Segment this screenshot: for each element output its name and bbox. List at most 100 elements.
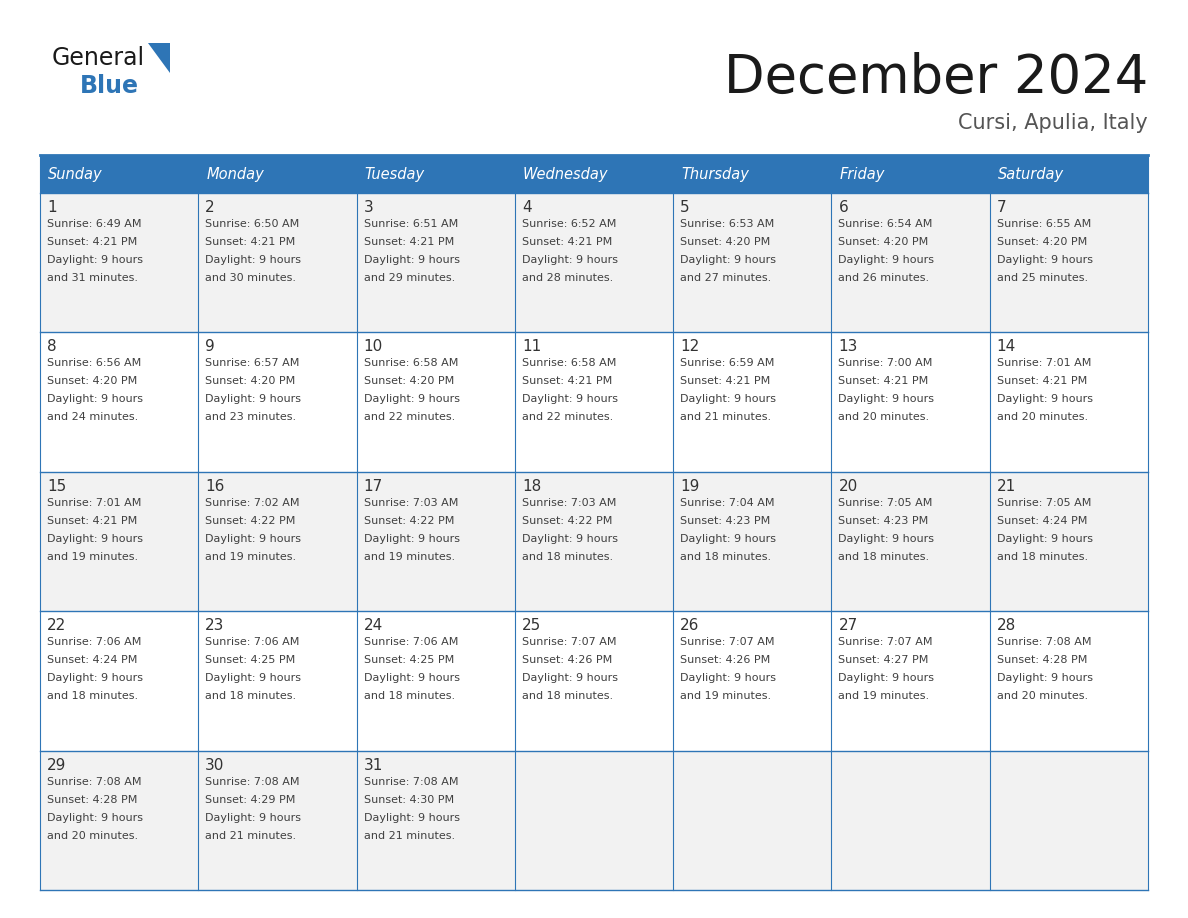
Text: Sunset: 4:21 PM: Sunset: 4:21 PM <box>48 237 138 247</box>
Text: Sunrise: 6:54 AM: Sunrise: 6:54 AM <box>839 219 933 229</box>
Text: 8: 8 <box>48 340 57 354</box>
Text: December 2024: December 2024 <box>723 52 1148 104</box>
Text: Sunset: 4:25 PM: Sunset: 4:25 PM <box>206 655 296 666</box>
Text: Daylight: 9 hours: Daylight: 9 hours <box>48 533 143 543</box>
Text: Sunset: 4:23 PM: Sunset: 4:23 PM <box>681 516 770 526</box>
Text: Sunrise: 6:58 AM: Sunrise: 6:58 AM <box>522 358 617 368</box>
Text: Sunrise: 7:06 AM: Sunrise: 7:06 AM <box>364 637 457 647</box>
Text: and 19 minutes.: and 19 minutes. <box>681 691 771 701</box>
Text: 20: 20 <box>839 479 858 494</box>
Text: and 27 minutes.: and 27 minutes. <box>681 273 771 283</box>
Text: Sunrise: 6:57 AM: Sunrise: 6:57 AM <box>206 358 299 368</box>
Text: Daylight: 9 hours: Daylight: 9 hours <box>839 255 935 265</box>
Text: and 18 minutes.: and 18 minutes. <box>839 552 929 562</box>
Text: Sunrise: 7:08 AM: Sunrise: 7:08 AM <box>48 777 141 787</box>
Text: and 20 minutes.: and 20 minutes. <box>839 412 929 422</box>
Text: Sunrise: 6:58 AM: Sunrise: 6:58 AM <box>364 358 457 368</box>
Text: 13: 13 <box>839 340 858 354</box>
Text: and 29 minutes.: and 29 minutes. <box>364 273 455 283</box>
Text: and 18 minutes.: and 18 minutes. <box>997 552 1088 562</box>
Text: Sunset: 4:26 PM: Sunset: 4:26 PM <box>681 655 770 666</box>
Text: Sunrise: 7:03 AM: Sunrise: 7:03 AM <box>522 498 617 508</box>
Text: Daylight: 9 hours: Daylight: 9 hours <box>997 673 1093 683</box>
Text: Daylight: 9 hours: Daylight: 9 hours <box>522 255 618 265</box>
Text: Sunrise: 7:06 AM: Sunrise: 7:06 AM <box>206 637 299 647</box>
Text: Daylight: 9 hours: Daylight: 9 hours <box>364 255 460 265</box>
Text: and 18 minutes.: and 18 minutes. <box>364 691 455 701</box>
Text: Sunrise: 7:04 AM: Sunrise: 7:04 AM <box>681 498 775 508</box>
Text: Sunset: 4:20 PM: Sunset: 4:20 PM <box>364 376 454 386</box>
Text: Sunrise: 7:05 AM: Sunrise: 7:05 AM <box>839 498 933 508</box>
Text: Sunset: 4:21 PM: Sunset: 4:21 PM <box>522 376 612 386</box>
Text: Sunset: 4:20 PM: Sunset: 4:20 PM <box>206 376 296 386</box>
Text: Daylight: 9 hours: Daylight: 9 hours <box>522 673 618 683</box>
Text: and 28 minutes.: and 28 minutes. <box>522 273 613 283</box>
Text: 27: 27 <box>839 618 858 633</box>
Text: Daylight: 9 hours: Daylight: 9 hours <box>681 395 776 405</box>
Text: 10: 10 <box>364 340 383 354</box>
Text: Daylight: 9 hours: Daylight: 9 hours <box>681 533 776 543</box>
Text: Sunset: 4:29 PM: Sunset: 4:29 PM <box>206 795 296 804</box>
Text: Sunrise: 7:02 AM: Sunrise: 7:02 AM <box>206 498 299 508</box>
Text: and 31 minutes.: and 31 minutes. <box>48 273 138 283</box>
Text: and 18 minutes.: and 18 minutes. <box>522 691 613 701</box>
Text: and 19 minutes.: and 19 minutes. <box>839 691 929 701</box>
Text: Daylight: 9 hours: Daylight: 9 hours <box>364 533 460 543</box>
Text: 26: 26 <box>681 618 700 633</box>
Text: and 23 minutes.: and 23 minutes. <box>206 412 297 422</box>
Text: Daylight: 9 hours: Daylight: 9 hours <box>681 673 776 683</box>
Bar <box>990 155 1148 193</box>
Text: Daylight: 9 hours: Daylight: 9 hours <box>997 255 1093 265</box>
Text: Sunset: 4:21 PM: Sunset: 4:21 PM <box>839 376 929 386</box>
Text: and 18 minutes.: and 18 minutes. <box>681 552 771 562</box>
Text: Daylight: 9 hours: Daylight: 9 hours <box>206 395 302 405</box>
Bar <box>40 155 198 193</box>
Text: Sunset: 4:21 PM: Sunset: 4:21 PM <box>522 237 612 247</box>
Text: and 26 minutes.: and 26 minutes. <box>839 273 929 283</box>
Text: Sunrise: 7:05 AM: Sunrise: 7:05 AM <box>997 498 1091 508</box>
Text: Sunrise: 7:01 AM: Sunrise: 7:01 AM <box>997 358 1091 368</box>
Text: 7: 7 <box>997 200 1006 215</box>
Text: and 19 minutes.: and 19 minutes. <box>364 552 455 562</box>
Text: and 18 minutes.: and 18 minutes. <box>522 552 613 562</box>
Text: 9: 9 <box>206 340 215 354</box>
Text: Daylight: 9 hours: Daylight: 9 hours <box>364 812 460 823</box>
Bar <box>40 751 1148 890</box>
Text: and 21 minutes.: and 21 minutes. <box>364 831 455 841</box>
Text: 21: 21 <box>997 479 1016 494</box>
Text: 6: 6 <box>839 200 848 215</box>
Text: Daylight: 9 hours: Daylight: 9 hours <box>48 255 143 265</box>
Text: Sunset: 4:25 PM: Sunset: 4:25 PM <box>364 655 454 666</box>
Text: Daylight: 9 hours: Daylight: 9 hours <box>997 533 1093 543</box>
Text: and 20 minutes.: and 20 minutes. <box>48 831 138 841</box>
Text: Sunset: 4:22 PM: Sunset: 4:22 PM <box>522 516 612 526</box>
Text: Daylight: 9 hours: Daylight: 9 hours <box>681 255 776 265</box>
Text: 28: 28 <box>997 618 1016 633</box>
Text: General: General <box>52 46 145 70</box>
Text: Sunrise: 7:07 AM: Sunrise: 7:07 AM <box>681 637 775 647</box>
Text: Daylight: 9 hours: Daylight: 9 hours <box>206 533 302 543</box>
Text: Thursday: Thursday <box>681 166 748 182</box>
Text: Sunrise: 7:08 AM: Sunrise: 7:08 AM <box>997 637 1092 647</box>
Text: Daylight: 9 hours: Daylight: 9 hours <box>364 395 460 405</box>
Text: and 20 minutes.: and 20 minutes. <box>997 691 1088 701</box>
Text: 29: 29 <box>48 757 67 773</box>
Text: Daylight: 9 hours: Daylight: 9 hours <box>522 395 618 405</box>
Text: Sunset: 4:22 PM: Sunset: 4:22 PM <box>206 516 296 526</box>
Text: Daylight: 9 hours: Daylight: 9 hours <box>839 533 935 543</box>
Text: Sunrise: 6:51 AM: Sunrise: 6:51 AM <box>364 219 457 229</box>
Text: Sunrise: 6:52 AM: Sunrise: 6:52 AM <box>522 219 617 229</box>
Text: Sunrise: 7:01 AM: Sunrise: 7:01 AM <box>48 498 141 508</box>
Bar <box>40 332 1148 472</box>
Text: and 18 minutes.: and 18 minutes. <box>206 691 297 701</box>
Text: Sunset: 4:24 PM: Sunset: 4:24 PM <box>48 655 138 666</box>
Text: Sunrise: 7:07 AM: Sunrise: 7:07 AM <box>522 637 617 647</box>
Text: Daylight: 9 hours: Daylight: 9 hours <box>206 255 302 265</box>
Text: 2: 2 <box>206 200 215 215</box>
Bar <box>40 472 1148 611</box>
Text: 16: 16 <box>206 479 225 494</box>
Text: Saturday: Saturday <box>998 166 1063 182</box>
Text: 31: 31 <box>364 757 383 773</box>
Text: 1: 1 <box>48 200 57 215</box>
Text: Sunset: 4:28 PM: Sunset: 4:28 PM <box>48 795 138 804</box>
